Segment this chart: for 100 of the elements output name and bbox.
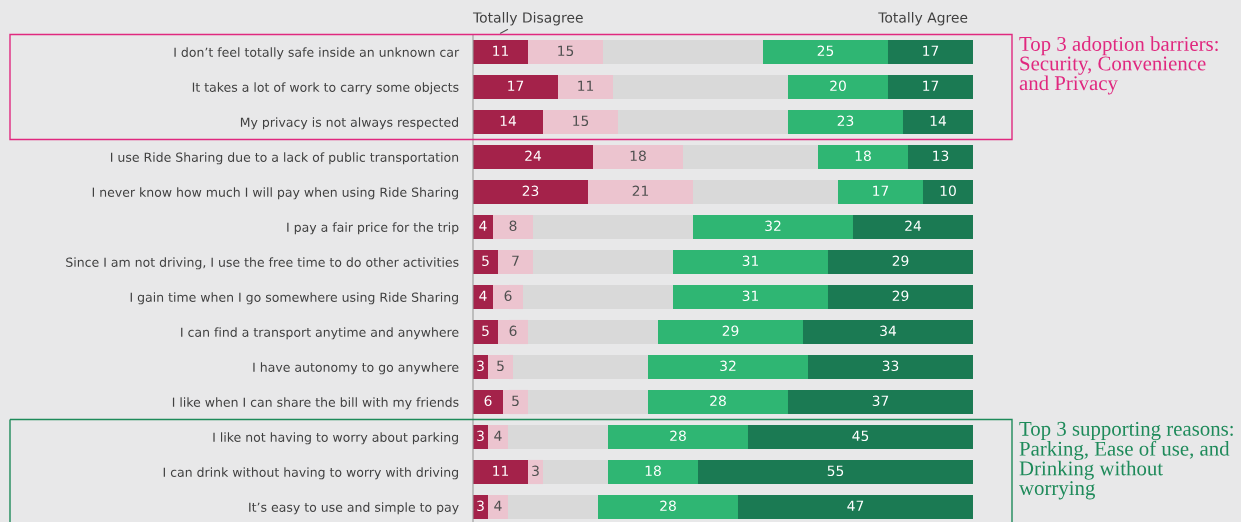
data-label: 18 xyxy=(645,465,661,477)
data-label: 15 xyxy=(573,115,589,127)
bar xyxy=(473,459,528,485)
data-label: 28 xyxy=(670,430,686,442)
data-label: 31 xyxy=(742,255,759,267)
data-label: 5 xyxy=(482,255,489,267)
data-label: 18 xyxy=(855,150,871,162)
bar xyxy=(618,109,788,135)
y-tick-label: I like not having to worry about parking xyxy=(213,432,458,445)
bar xyxy=(498,319,528,345)
bar xyxy=(473,214,493,240)
y-tick-label: I have autonomy to go anywhere xyxy=(253,362,459,375)
bar xyxy=(528,319,658,345)
bar xyxy=(808,354,973,380)
bar xyxy=(673,249,828,275)
bar xyxy=(543,459,608,485)
bar xyxy=(693,214,853,240)
data-label: 33 xyxy=(882,360,899,372)
y-tick-label: It’s easy to use and simple to pay xyxy=(249,502,459,515)
bar xyxy=(603,39,763,65)
bar xyxy=(543,109,618,135)
y-tick-label: It takes a lot of work to carry some objects xyxy=(192,82,459,95)
y-tick-label: I can find a transport anytime and anywhere xyxy=(181,327,459,340)
text: Top 3 supporting reasons: Parking, Ease of use, and Drinking without worrying xyxy=(1019,421,1233,500)
data-label: 17 xyxy=(508,80,524,91)
data-label: 17 xyxy=(923,45,939,56)
data-label: 7 xyxy=(512,255,519,266)
data-label: 3 xyxy=(532,465,539,477)
bar xyxy=(828,284,973,310)
data-label: 21 xyxy=(632,185,649,196)
bar xyxy=(763,39,888,65)
y-tick-label: I pay a fair price for the trip xyxy=(287,222,459,235)
data-label: 4 xyxy=(494,500,502,511)
text: Totally Agree xyxy=(878,12,968,26)
bar xyxy=(493,214,533,240)
data-label: 23 xyxy=(522,185,539,197)
bar xyxy=(693,179,838,205)
bar xyxy=(558,74,613,100)
bar xyxy=(473,249,498,275)
bar xyxy=(593,144,683,170)
bar xyxy=(473,284,493,310)
data-label: 31 xyxy=(742,290,759,302)
data-label: 24 xyxy=(905,220,922,231)
bar xyxy=(493,284,523,310)
data-label: 14 xyxy=(930,115,947,126)
bar xyxy=(838,179,923,205)
bar xyxy=(658,319,803,345)
bar xyxy=(488,494,508,520)
bar xyxy=(523,284,673,310)
bar xyxy=(803,319,973,345)
data-label: 11 xyxy=(493,465,509,476)
data-label: 3 xyxy=(477,360,484,372)
bar xyxy=(473,144,593,170)
data-label: 8 xyxy=(509,220,517,232)
bar xyxy=(508,494,598,520)
y-tick-label: I can drink without having to worry with driving xyxy=(163,467,458,480)
bar xyxy=(508,424,608,450)
bar xyxy=(828,249,973,275)
bar xyxy=(488,354,513,380)
data-label: 47 xyxy=(847,500,864,511)
text: Totally Disagree xyxy=(472,12,583,26)
data-label: 4 xyxy=(479,290,487,301)
data-label: 29 xyxy=(892,290,909,302)
bar xyxy=(738,494,973,520)
bar xyxy=(473,109,543,135)
data-label: 45 xyxy=(852,430,869,442)
y-tick-label: I use Ride Sharing due to a lack of public transportation xyxy=(111,152,459,165)
data-label: 20 xyxy=(830,80,846,92)
y-tick-label: I don’t feel totally safe inside an unknown car xyxy=(174,47,460,60)
bar xyxy=(533,214,693,240)
bar xyxy=(888,39,973,65)
bar xyxy=(528,39,603,65)
text: Top 3 adoption barriers: Security, Convenience and Privacy xyxy=(1019,36,1218,95)
bar xyxy=(528,459,543,485)
data-label: 14 xyxy=(500,115,517,126)
bar xyxy=(888,74,973,100)
data-label: 3 xyxy=(477,430,484,442)
bar xyxy=(488,424,508,450)
data-label: 5 xyxy=(512,395,519,407)
bar xyxy=(853,214,973,240)
data-label: 17 xyxy=(873,185,889,196)
data-label: 37 xyxy=(872,395,889,407)
data-label: 3 xyxy=(477,500,484,512)
data-label: 28 xyxy=(710,395,726,407)
bar xyxy=(598,494,738,520)
data-label: 29 xyxy=(722,325,739,337)
data-label: 6 xyxy=(509,325,517,337)
data-label: 29 xyxy=(892,255,909,267)
data-label: 4 xyxy=(494,430,502,441)
data-label: 11 xyxy=(578,80,594,91)
bar xyxy=(648,354,808,380)
bar xyxy=(673,284,828,310)
bar xyxy=(588,179,693,205)
data-label: 13 xyxy=(933,150,949,162)
data-label: 15 xyxy=(558,45,574,57)
y-tick-label: I never know how much I will pay when using Ride Sharing xyxy=(92,187,458,200)
y-tick-label: My privacy is not always respected xyxy=(240,117,458,130)
bar xyxy=(533,249,673,275)
y-tick-label: I like when I can share the bill with my friends xyxy=(172,397,459,410)
data-label: 4 xyxy=(479,220,487,231)
